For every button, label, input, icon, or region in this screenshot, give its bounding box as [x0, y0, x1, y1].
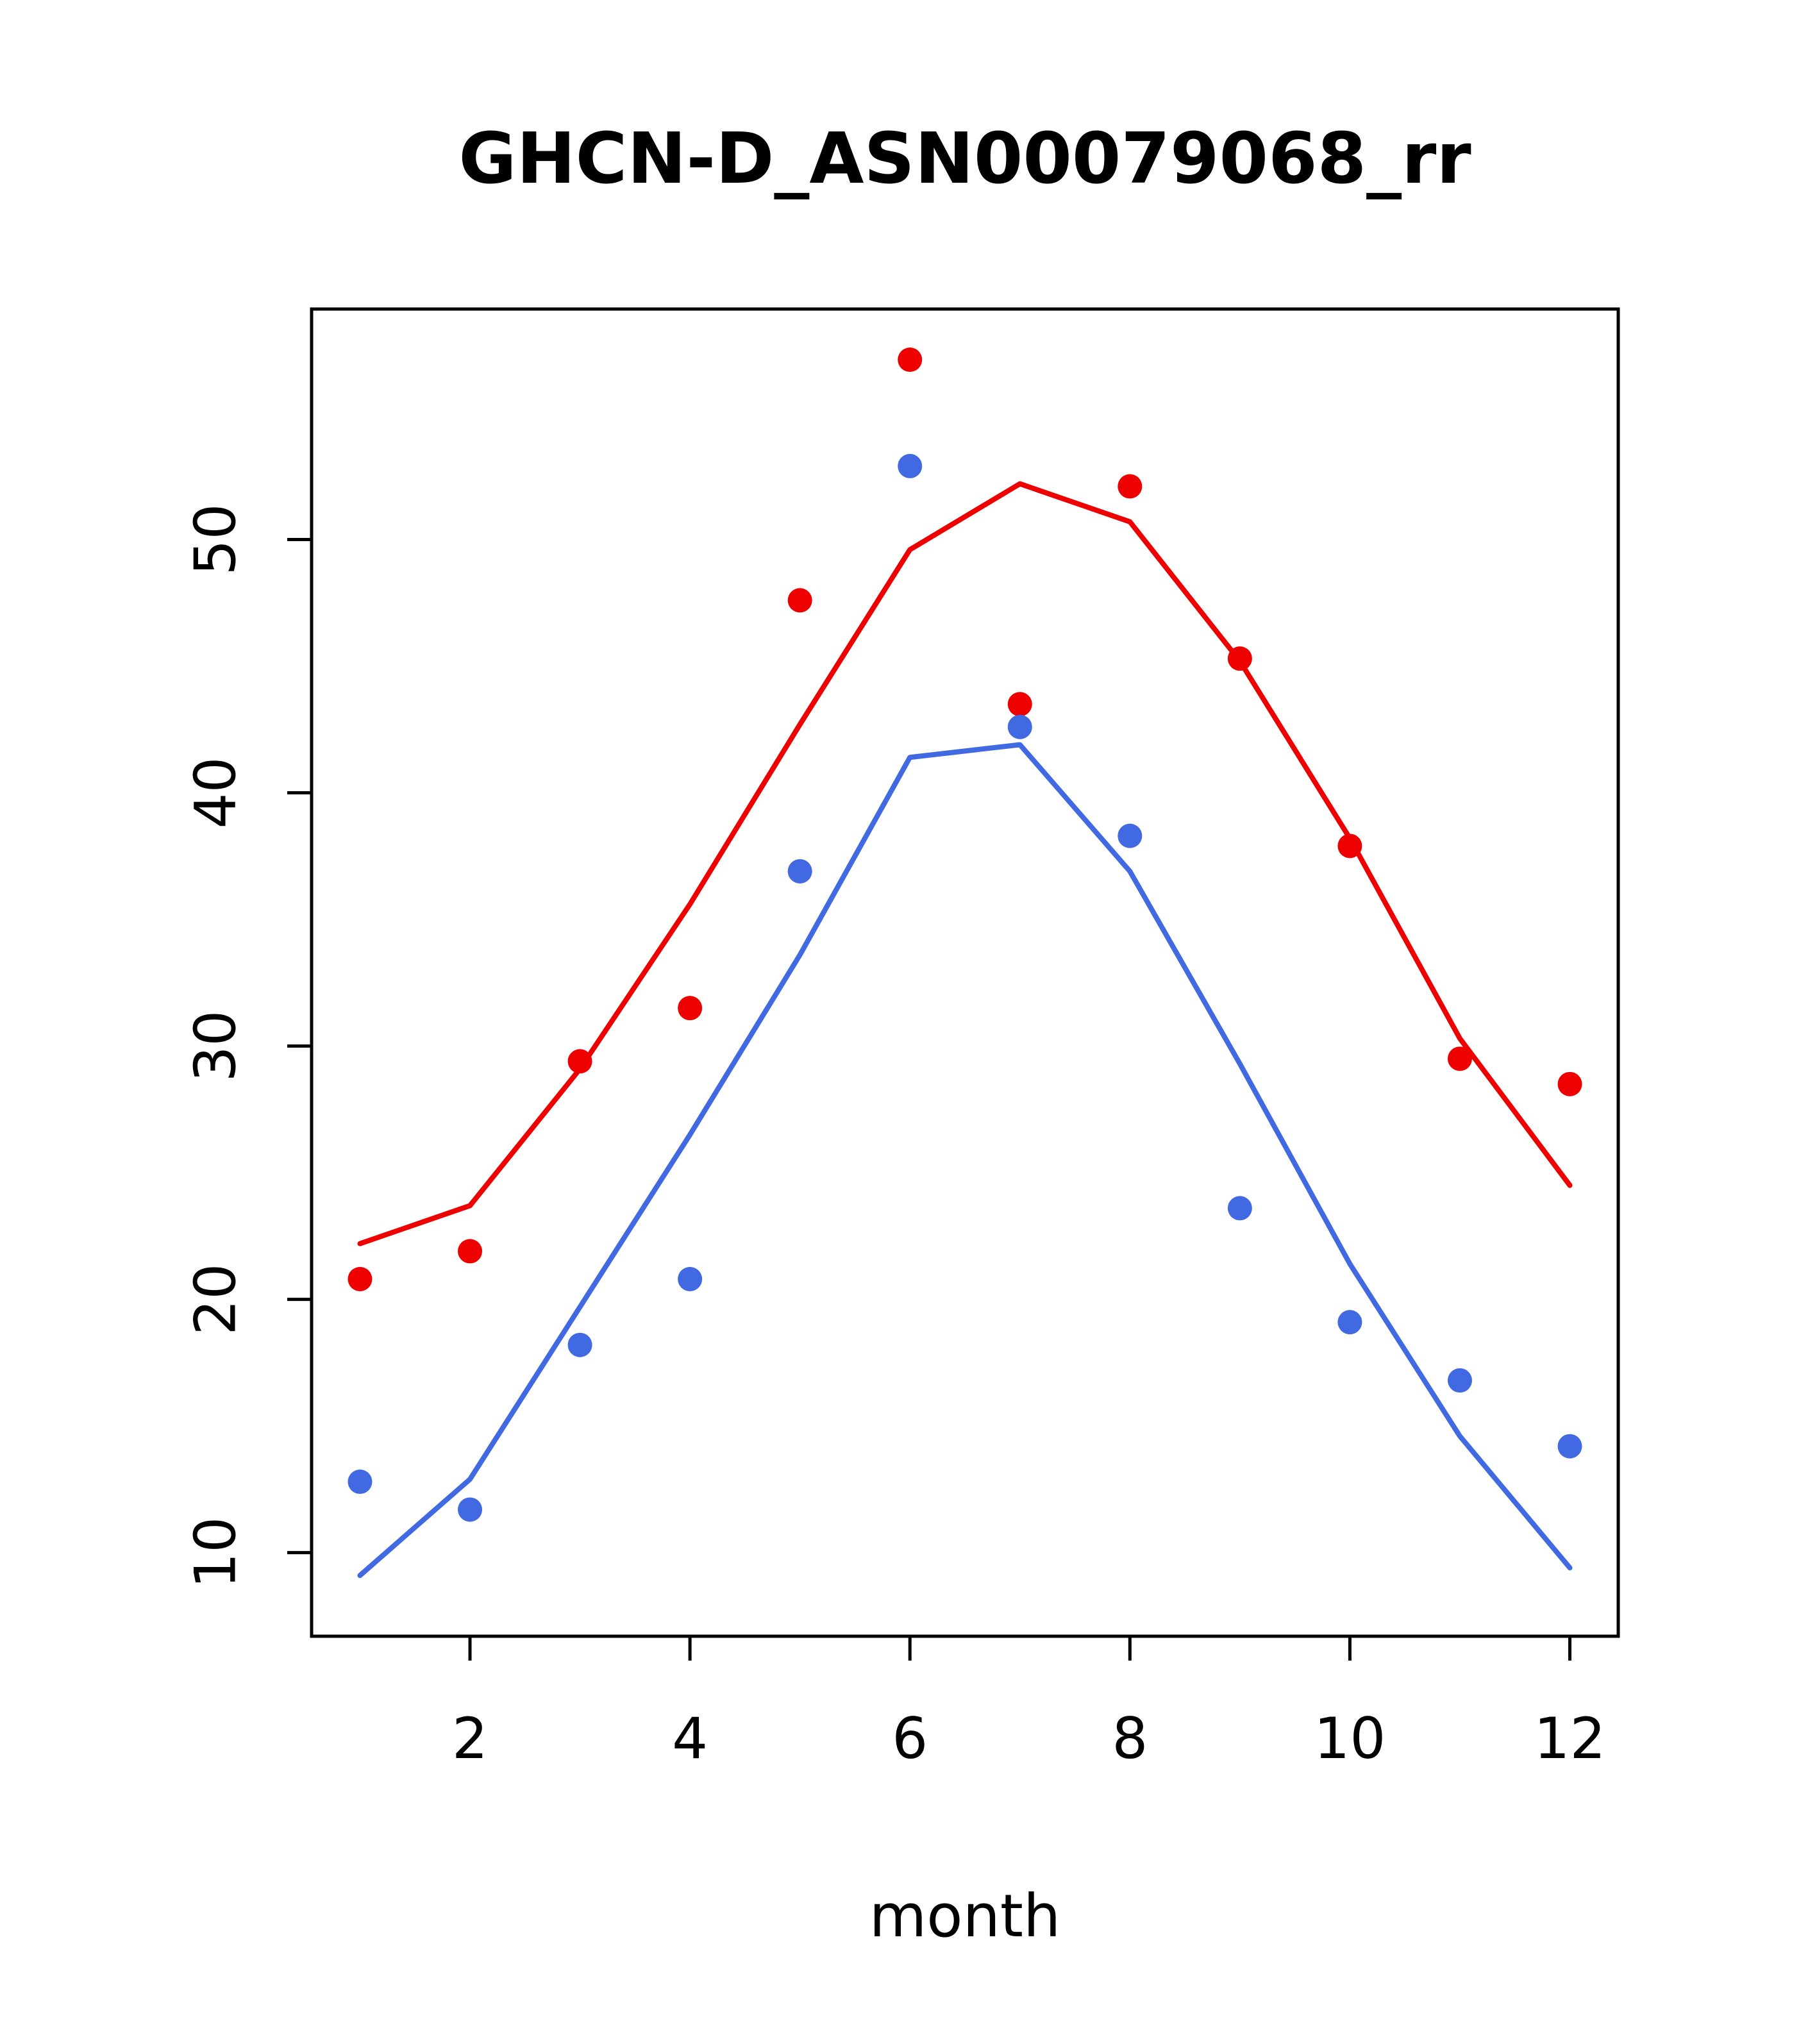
x-axis-label: month	[869, 1882, 1061, 1950]
axis-ticks: 2 4 6 8 10 12 10 20 30 40 50	[183, 503, 1606, 1772]
blue-points-point	[1007, 714, 1032, 739]
red-points-point	[458, 1239, 483, 1264]
blue-points-point	[898, 453, 923, 478]
blue-points-point	[1227, 1196, 1252, 1221]
y-tick-label: 20	[183, 1264, 249, 1336]
x-tick-label: 10	[1314, 1705, 1386, 1772]
blue-points-point	[567, 1332, 592, 1357]
red-points-point	[1557, 1071, 1582, 1096]
red-line	[357, 481, 1573, 1246]
plot-border	[310, 307, 1620, 1638]
x-tick-label: 12	[1534, 1705, 1606, 1772]
y-tick-label: 10	[183, 1517, 249, 1589]
blue-points-point	[787, 859, 812, 884]
y-tick-label: 30	[183, 1010, 249, 1082]
y-tick-label: 50	[183, 503, 249, 575]
y-tick-label: 40	[183, 757, 249, 829]
chart-title: GHCN-D_ASN00079068_rr	[458, 117, 1471, 199]
blue-points-point	[1557, 1434, 1582, 1459]
x-tick-label: 2	[452, 1705, 488, 1772]
blue-points-point	[458, 1497, 483, 1522]
red-points-point	[678, 996, 703, 1021]
blue-points-point	[347, 1470, 373, 1495]
blue-line	[357, 742, 1573, 1579]
red-points-point	[787, 588, 812, 613]
x-tick-label: 8	[1112, 1705, 1148, 1772]
blue-points-point	[678, 1266, 703, 1291]
x-tick-label: 4	[672, 1705, 708, 1772]
x-tick-label: 6	[892, 1705, 928, 1772]
red-points-point	[347, 1266, 373, 1291]
blue-points-point	[1337, 1310, 1362, 1335]
red-points-point	[1447, 1046, 1472, 1071]
red-points-point	[1007, 692, 1032, 717]
blue-points-point	[1447, 1368, 1472, 1393]
blue-points-point	[1118, 823, 1143, 848]
data-series	[347, 348, 1582, 1579]
red-points-point	[1118, 474, 1143, 499]
red-points-point	[898, 348, 923, 373]
